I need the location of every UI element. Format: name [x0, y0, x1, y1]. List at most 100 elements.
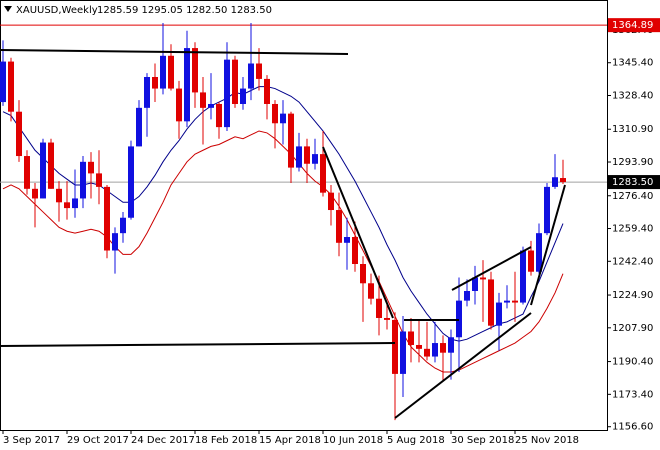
candle-body [280, 113, 286, 124]
candle-body [248, 63, 254, 89]
candle-body [80, 161, 86, 199]
candle-body [72, 198, 78, 209]
level-label-bg [608, 18, 660, 33]
candle-body [344, 237, 350, 243]
candle-body [104, 186, 110, 251]
trendline [0, 49, 349, 55]
trendline [0, 342, 396, 347]
candle-body [384, 317, 390, 320]
y-tick-label: 1190.40 [612, 357, 653, 368]
x-tick-label: 15 Apr 2018 [259, 435, 321, 446]
candle-body [448, 337, 454, 353]
y-tick-label: 1345.40 [612, 58, 653, 69]
candle-body [360, 264, 366, 284]
candle-body [536, 233, 542, 272]
candle-body [304, 146, 310, 164]
trendlines [0, 49, 566, 419]
candle-body [296, 146, 302, 168]
candle-body [272, 103, 278, 124]
y-tick-label: 1224.90 [612, 290, 653, 301]
candle-body [48, 142, 54, 189]
trendline [394, 312, 532, 419]
y-tick-label: 1259.40 [612, 224, 653, 235]
candle-body [392, 319, 398, 374]
candle-body [440, 343, 446, 353]
x-tick-label: 18 Feb 2018 [195, 435, 257, 446]
candle-body [184, 48, 190, 122]
trendline [322, 146, 394, 319]
x-tick-label: 30 Sep 2018 [451, 435, 514, 446]
candle-body [128, 146, 134, 218]
candle-body [0, 61, 6, 103]
candle-body [504, 300, 510, 303]
candle-body [176, 88, 182, 122]
candle-body [528, 250, 534, 272]
candle-body [64, 202, 70, 209]
candle-body [88, 161, 94, 174]
x-tick-label: 10 Jun 2018 [323, 435, 383, 446]
candle-body [288, 113, 294, 168]
candle-body [544, 186, 550, 234]
candle-body [368, 283, 374, 299]
candle-body [512, 300, 518, 303]
y-tick-label: 1173.40 [612, 389, 653, 400]
x-tick-label: 25 Nov 2018 [515, 435, 579, 446]
candle-body [56, 188, 62, 203]
candle-body [168, 55, 174, 89]
candle-body [32, 188, 38, 199]
candle-body [112, 233, 118, 251]
candle-body [264, 78, 270, 104]
candle-body [328, 192, 334, 211]
candle-body [496, 302, 502, 326]
candle-body [472, 277, 478, 291]
candle-body [424, 348, 430, 357]
y-tick-label: 1207.90 [612, 323, 653, 334]
x-tick-label: 29 Oct 2017 [67, 435, 129, 446]
x-tick-label: 5 Aug 2018 [387, 435, 445, 446]
y-tick-label: 1242.40 [612, 256, 653, 267]
candle-body [8, 61, 14, 112]
candle-body [352, 237, 358, 265]
candle-body [136, 107, 142, 147]
candle-body [456, 300, 462, 338]
symbol-label: XAUUSD,Weekly [16, 5, 98, 16]
candle-body [120, 217, 126, 234]
current-price-label: 1283.50 [612, 177, 653, 188]
candle-body [160, 55, 166, 89]
y-tick-label: 1328.40 [612, 91, 653, 102]
candle-body [376, 298, 382, 318]
trendline [451, 246, 532, 291]
candle-body [224, 59, 230, 128]
candle-body [192, 48, 198, 93]
candle-body [408, 331, 414, 345]
candle-body [552, 177, 558, 187]
candle-body [256, 63, 262, 79]
candle-body [216, 103, 222, 128]
header-ohlc: 1285.59 1295.05 1282.50 1283.50 [97, 5, 272, 16]
x-tick-label: 3 Sep 2017 [3, 435, 60, 446]
trendline [530, 184, 566, 306]
candle-body [240, 88, 246, 104]
candle-body [96, 173, 102, 187]
y-tick-label: 1293.90 [612, 157, 653, 168]
candle-body [432, 343, 438, 357]
menu-arrow[interactable] [4, 6, 12, 12]
candle-body [144, 76, 150, 108]
candle-body [40, 142, 46, 199]
candle-body [416, 344, 422, 349]
candle-body [520, 250, 526, 303]
y-tick-label: 1310.90 [612, 124, 653, 135]
candle-body [560, 178, 566, 183]
current-price-label-bg [608, 175, 660, 190]
candle-body [208, 103, 214, 108]
candle-body [232, 59, 238, 104]
plot-frame [0, 0, 608, 431]
candle-body [480, 277, 486, 280]
y-tick-label: 1276.40 [612, 191, 653, 202]
x-tick-label: 24 Dec 2017 [131, 435, 195, 446]
candle-body [320, 154, 326, 193]
candle-body [488, 279, 494, 326]
